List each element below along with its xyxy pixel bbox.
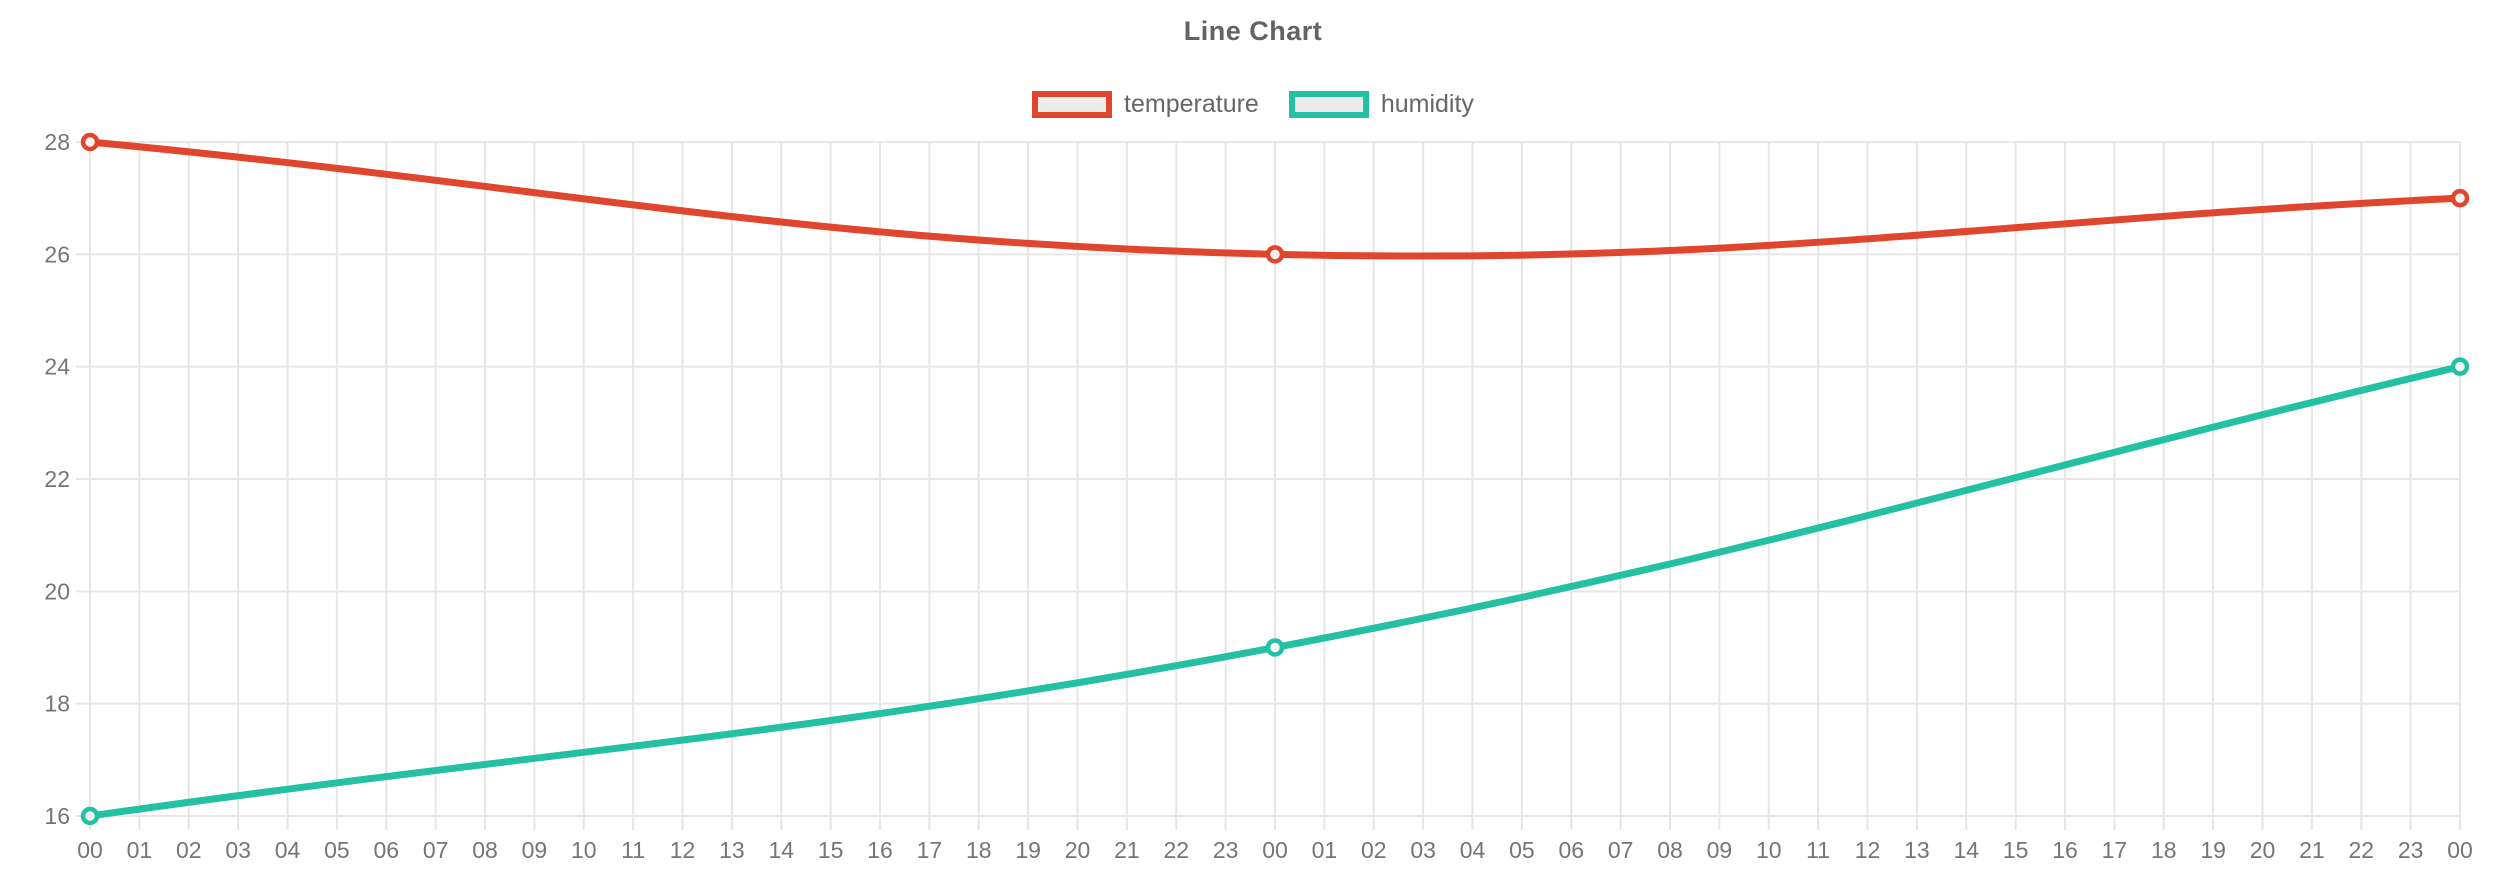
x-axis-tick-label: 16 xyxy=(867,837,893,863)
x-axis-tick-label: 18 xyxy=(966,837,992,863)
x-axis-tick-label: 04 xyxy=(275,837,301,863)
data-point-humidity[interactable] xyxy=(1265,638,1285,657)
legend-label: temperature xyxy=(1124,90,1259,118)
legend-swatch-temperature xyxy=(1032,91,1113,118)
chart-legend: temperature humidity xyxy=(0,90,2506,119)
x-axis-tick-label: 01 xyxy=(127,837,153,863)
x-axis-tick-label: 17 xyxy=(917,837,943,863)
x-axis-tick-label: 02 xyxy=(1361,837,1387,863)
x-axis-tick-label: 17 xyxy=(2102,837,2128,863)
x-axis-tick-label: 09 xyxy=(1707,837,1733,863)
x-axis-tick-label: 23 xyxy=(1213,837,1239,863)
x-axis-tick-label: 06 xyxy=(1558,837,1584,863)
x-axis-tick-label: 02 xyxy=(176,837,202,863)
x-axis-tick-label: 23 xyxy=(2398,837,2424,863)
x-axis-tick-label: 12 xyxy=(670,837,696,863)
legend-swatch-humidity xyxy=(1288,91,1369,118)
x-axis-tick-label: 11 xyxy=(1806,837,1830,863)
x-axis-labels: 00 01 02 03 04 05 06 07 08 09 10 11 12 13 14 15 16 17 18 19… xyxy=(77,837,2473,863)
x-axis-tick-label: 15 xyxy=(818,837,844,863)
y-axis-tick-label: 16 xyxy=(44,803,70,829)
x-axis-tick-label: 10 xyxy=(571,837,597,863)
x-axis-tick-label: 13 xyxy=(1904,837,1930,863)
y-axis-labels: 16 18 20 22 24 26 28 xyxy=(44,129,70,829)
y-axis-tick-label: 26 xyxy=(44,241,70,267)
x-axis-tick-label: 00 xyxy=(2447,837,2473,863)
x-axis-tick-label: 22 xyxy=(2348,837,2374,863)
x-axis-tick-label: 09 xyxy=(522,837,548,863)
x-axis-tick-label: 05 xyxy=(324,837,350,863)
x-axis-tick-label: 03 xyxy=(1410,837,1436,863)
data-point-temperature[interactable] xyxy=(1265,245,1285,264)
y-gridlines xyxy=(76,141,2460,817)
data-point-temperature[interactable] xyxy=(2450,188,2470,208)
x-axis-tick-label: 19 xyxy=(1015,837,1041,863)
x-axis-tick-label: 15 xyxy=(2003,837,2029,863)
x-axis-tick-label: 08 xyxy=(1657,837,1683,863)
x-axis-tick-label: 01 xyxy=(1312,837,1338,863)
y-axis-tick-label: 18 xyxy=(44,691,70,717)
x-axis-tick-label: 18 xyxy=(2151,837,2177,863)
x-axis-tick-label: 03 xyxy=(225,837,251,863)
x-axis-tick-label: 04 xyxy=(1460,837,1486,863)
x-axis-tick-label: 13 xyxy=(719,837,745,863)
data-point-temperature[interactable] xyxy=(80,132,100,152)
x-axis-tick-label: 05 xyxy=(1509,837,1535,863)
data-point-humidity[interactable] xyxy=(2450,357,2470,376)
x-axis-tick-label: 20 xyxy=(2250,837,2276,863)
x-axis-tick-label: 10 xyxy=(1756,837,1782,863)
y-axis-tick-label: 22 xyxy=(44,466,70,492)
legend-label: humidity xyxy=(1380,90,1474,118)
x-axis-tick-label: 21 xyxy=(2299,837,2325,863)
x-axis-tick-label: 06 xyxy=(373,837,399,863)
x-axis-tick-label: 20 xyxy=(1065,837,1091,863)
x-axis-tick-label: 14 xyxy=(768,837,794,863)
x-axis-tick-label: 22 xyxy=(1163,837,1189,863)
chart-title: Line Chart xyxy=(1183,16,1323,46)
x-axis-tick-label: 16 xyxy=(2052,837,2078,863)
x-axis-tick-label: 14 xyxy=(1953,837,1979,863)
data-point-humidity[interactable] xyxy=(80,806,100,826)
y-axis-tick-label: 20 xyxy=(44,578,70,604)
x-axis-tick-label: 07 xyxy=(1608,837,1634,863)
x-axis-tick-label: 08 xyxy=(472,837,498,863)
x-axis-tick-label: 00 xyxy=(77,837,103,863)
x-axis-tick-label: 12 xyxy=(1855,837,1881,863)
y-axis-tick-label: 28 xyxy=(44,129,70,155)
x-axis-tick-label: 21 xyxy=(1114,837,1140,863)
x-axis-tick-label: 00 xyxy=(1262,837,1288,863)
x-axis-tick-label: 07 xyxy=(423,837,449,863)
y-axis-tick-label: 24 xyxy=(44,354,70,380)
x-axis-tick-label: 11 xyxy=(621,837,645,863)
legend-item-humidity[interactable]: humidity xyxy=(1288,90,1474,119)
legend-item-temperature[interactable]: temperature xyxy=(1032,90,1259,119)
x-axis-tick-label: 19 xyxy=(2200,837,2226,863)
